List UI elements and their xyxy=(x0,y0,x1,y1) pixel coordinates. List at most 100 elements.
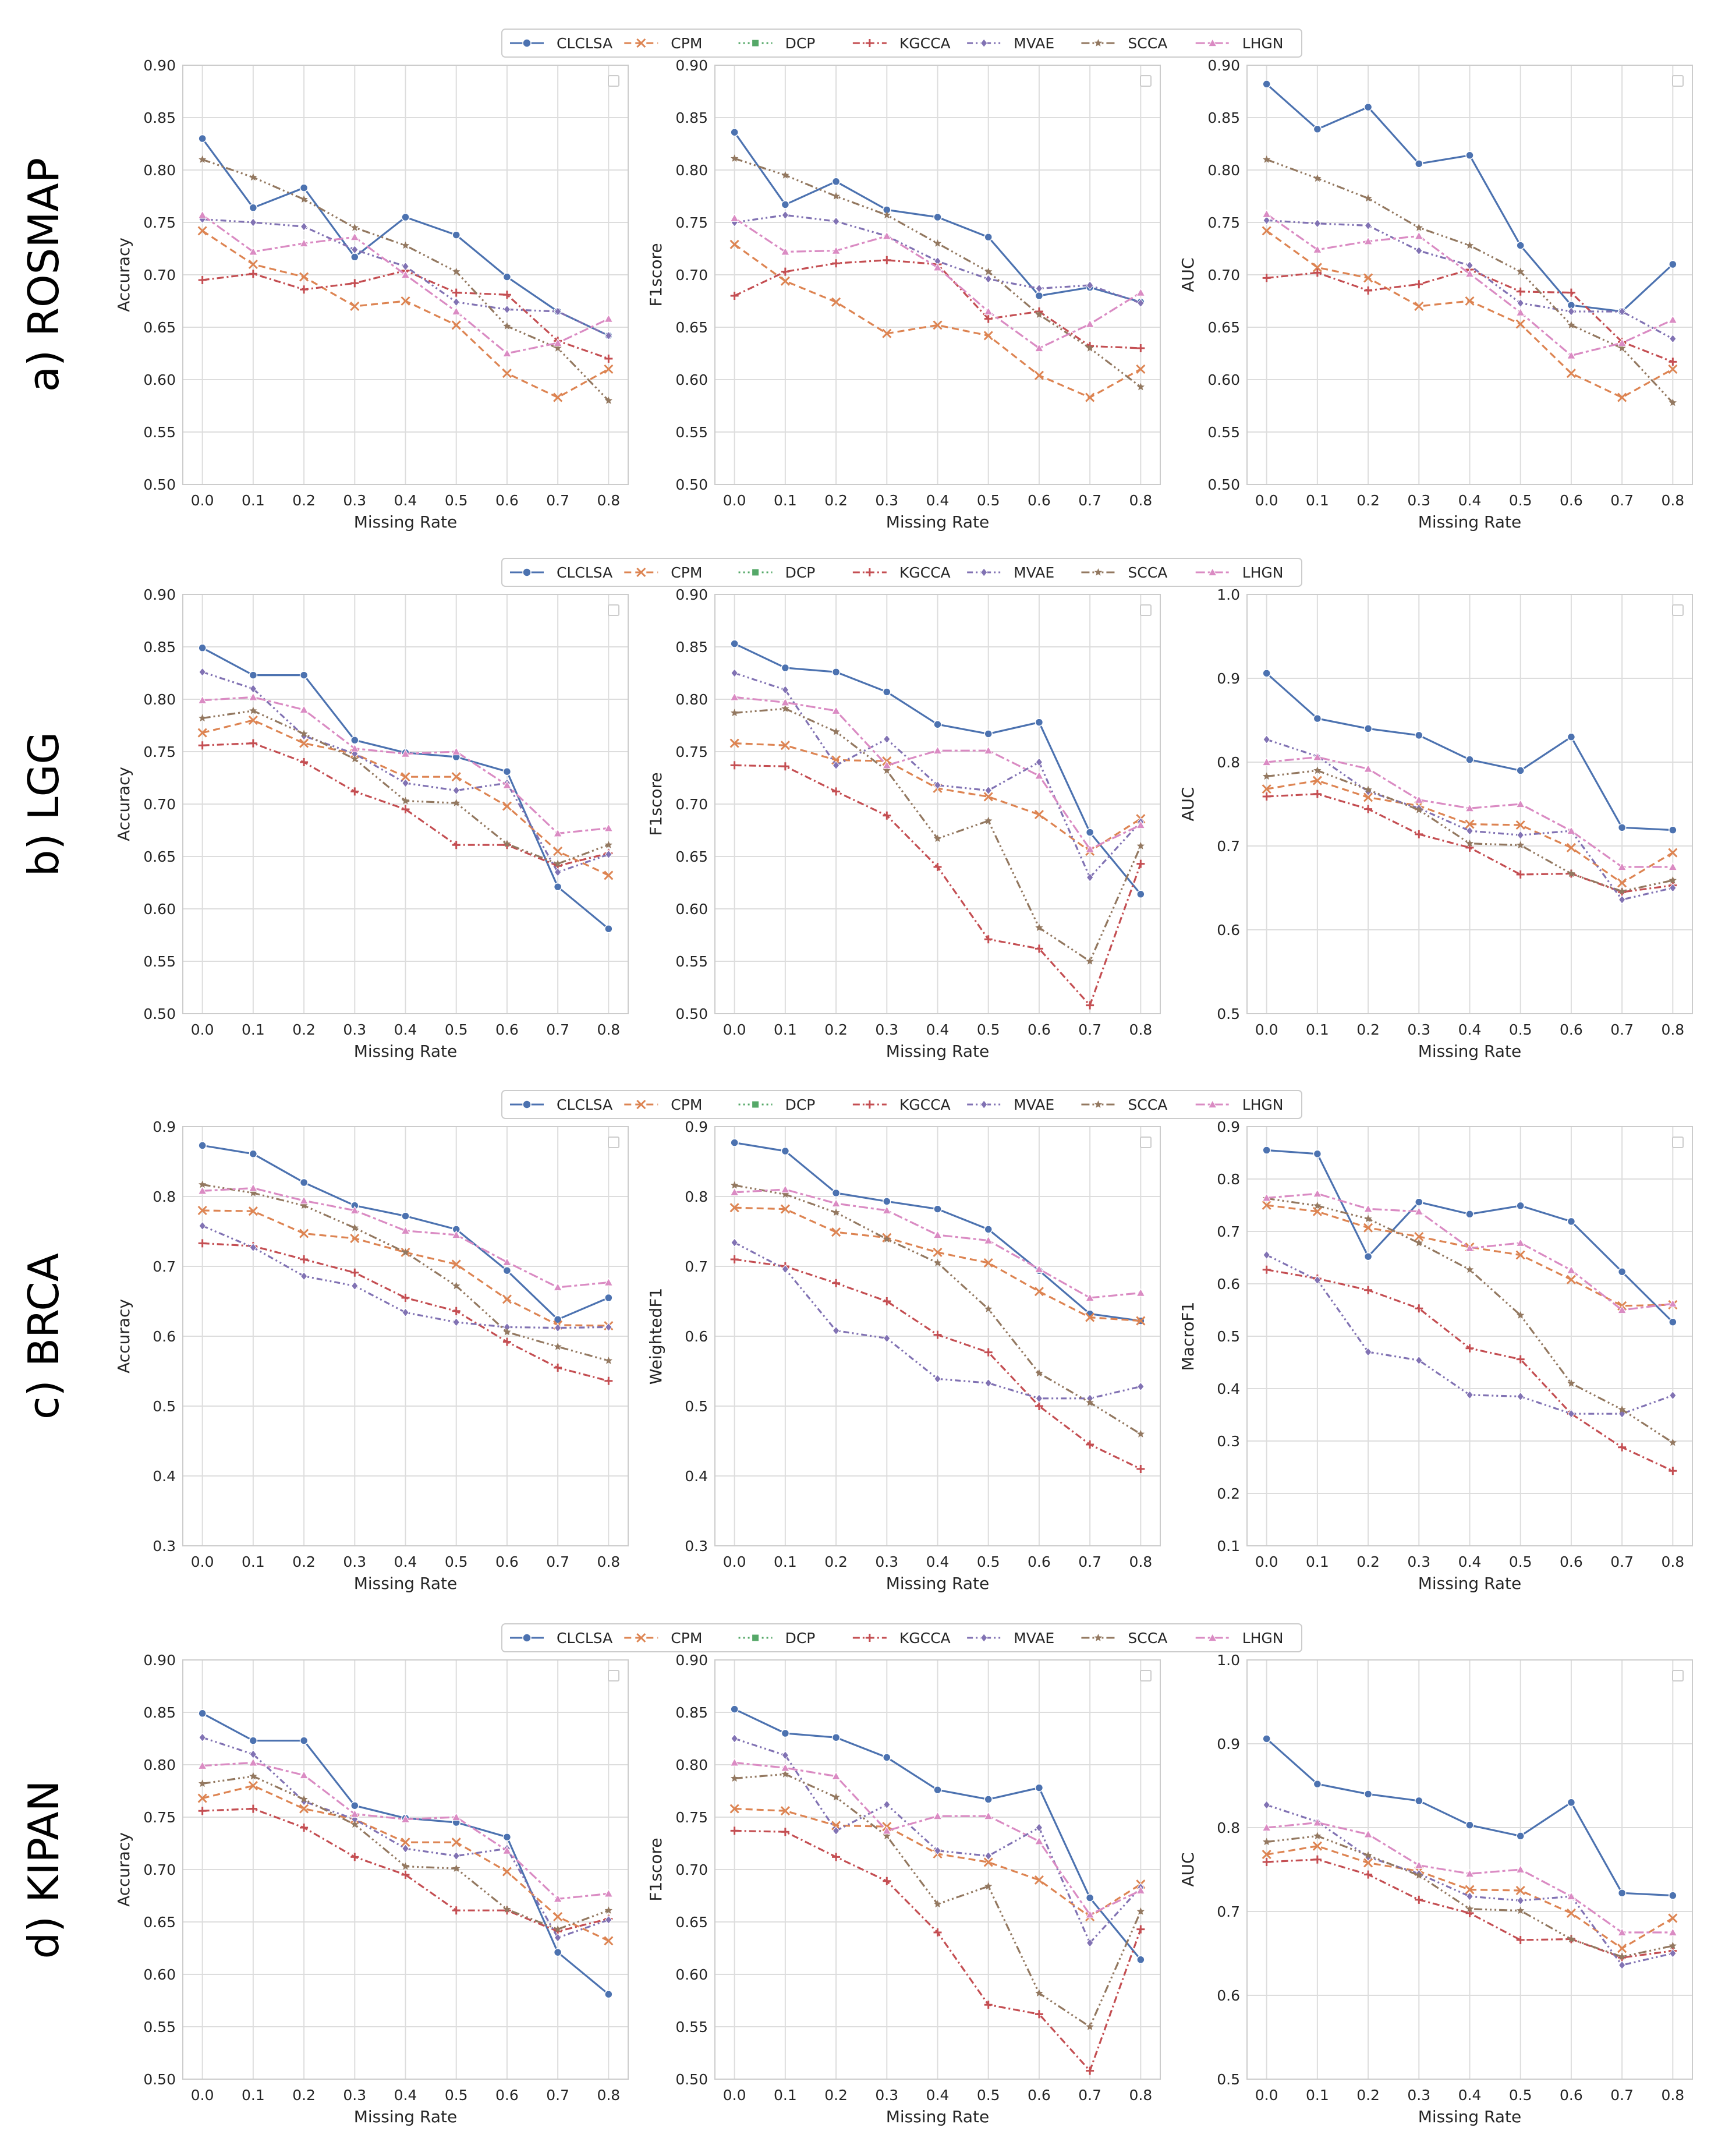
x-tick-label: 0.3 xyxy=(343,492,366,509)
point-clclsa xyxy=(984,730,993,738)
series-scca xyxy=(731,704,1145,965)
point-lhgn xyxy=(401,749,410,757)
point-cpm xyxy=(1363,273,1373,283)
series-scca xyxy=(731,1770,1145,2030)
point-clclsa xyxy=(1035,291,1044,300)
point-kgcca xyxy=(350,1268,359,1277)
point-lhgn xyxy=(249,1758,258,1766)
point-cpm xyxy=(1515,319,1525,329)
point-scca xyxy=(731,1774,739,1782)
y-tick-label: 0.75 xyxy=(1207,214,1240,231)
point-scca xyxy=(554,1343,562,1350)
point-cpm xyxy=(1566,842,1576,852)
point-scca xyxy=(1618,344,1626,352)
point-kgcca xyxy=(984,1348,993,1357)
point-mvae xyxy=(402,778,409,788)
point-lhgn xyxy=(1567,826,1576,835)
y-tick-label: 0.55 xyxy=(143,424,176,441)
legend-marker-dcp xyxy=(752,39,760,47)
point-scca xyxy=(984,816,993,824)
legend-marker-cpm xyxy=(636,1099,646,1110)
point-scca xyxy=(249,1772,257,1780)
legend-marker-scca xyxy=(1094,1100,1103,1108)
point-scca xyxy=(350,1224,359,1231)
point-scca xyxy=(300,730,308,738)
y-tick-label: 1.0 xyxy=(1217,586,1240,603)
point-clclsa xyxy=(1567,1798,1576,1807)
point-scca xyxy=(984,1305,993,1312)
x-tick-label: 0.1 xyxy=(774,492,797,509)
point-cpm xyxy=(729,1804,739,1814)
point-mvae xyxy=(1517,298,1524,308)
point-lhgn xyxy=(299,238,309,247)
point-kgcca xyxy=(198,1807,207,1815)
x-tick-label: 0.8 xyxy=(1661,492,1684,509)
point-scca xyxy=(1263,155,1271,163)
point-lhgn xyxy=(1313,1818,1322,1826)
point-mvae xyxy=(199,667,206,677)
point-lhgn xyxy=(1414,1860,1424,1869)
x-tick-label: 0.4 xyxy=(926,492,950,509)
point-mvae xyxy=(554,1933,562,1942)
point-clclsa xyxy=(831,1188,841,1198)
point-kgcca xyxy=(1136,1465,1145,1473)
legend-label-cpm: CPM xyxy=(671,1630,702,1647)
chart-brca-accuracy: 0.3 0.4 0.5 0.6 0.7 0.8 0.9 0.0 0.1 0.2 0.3 0.4 0.5 0… xyxy=(114,1118,629,1593)
point-kgcca xyxy=(1035,944,1043,953)
point-kgcca xyxy=(1086,1001,1094,1010)
point-kgcca xyxy=(1364,1870,1373,1879)
point-clclsa xyxy=(883,1753,891,1762)
point-scca xyxy=(984,267,993,275)
point-kgcca xyxy=(781,267,789,276)
point-mvae xyxy=(249,218,257,227)
y-axis-label: AUC xyxy=(1178,257,1198,292)
chart-kipan-f1score: 0.50 0.55 0.60 0.65 0.70 0.75 0.80 0.85 0.90 0.0 0… xyxy=(646,1652,1161,2126)
point-lhgn xyxy=(1035,1264,1044,1273)
point-cpm xyxy=(401,772,410,782)
point-mvae xyxy=(1086,873,1094,882)
x-tick-label: 0.3 xyxy=(875,2087,898,2104)
point-lhgn xyxy=(350,744,360,752)
point-lhgn xyxy=(1465,1869,1475,1878)
point-clclsa xyxy=(502,1266,512,1275)
point-lhgn xyxy=(299,1770,309,1779)
point-lhgn xyxy=(553,1894,562,1903)
point-kgcca xyxy=(300,1255,309,1263)
y-tick-label: 0.50 xyxy=(675,2071,708,2088)
point-scca xyxy=(1136,1430,1145,1438)
x-tick-label: 0.0 xyxy=(191,1553,214,1570)
point-kgcca xyxy=(1136,1925,1145,1934)
point-lhgn xyxy=(729,1187,739,1196)
y-tick-label: 0.60 xyxy=(675,901,708,918)
point-mvae xyxy=(1517,1392,1524,1401)
point-scca xyxy=(503,1327,511,1336)
point-mvae xyxy=(1669,334,1677,344)
legend-item-scca: SCCA xyxy=(1081,1096,1167,1113)
x-tick-label: 0.6 xyxy=(495,1021,519,1038)
legend-label-kgcca: KGCCA xyxy=(899,1096,951,1113)
point-scca xyxy=(554,1925,562,1933)
x-tick-label: 0.4 xyxy=(1458,1553,1482,1570)
point-lhgn xyxy=(197,210,207,219)
point-mvae xyxy=(1415,1355,1423,1365)
y-tick-label: 0.8 xyxy=(685,1188,708,1205)
point-kgcca xyxy=(1415,830,1423,838)
point-kgcca xyxy=(730,1255,739,1263)
point-lhgn xyxy=(781,1763,790,1772)
point-kgcca xyxy=(1516,287,1525,296)
point-lhgn xyxy=(401,1814,410,1823)
x-tick-label: 0.5 xyxy=(1509,492,1532,509)
x-tick-label: 0.4 xyxy=(394,1021,417,1038)
point-scca xyxy=(1364,1851,1372,1859)
y-tick-label: 0.50 xyxy=(675,476,708,493)
point-clclsa xyxy=(1262,1146,1271,1155)
point-clclsa xyxy=(1415,159,1423,168)
point-cpm xyxy=(1034,809,1044,820)
point-scca xyxy=(1035,310,1043,318)
legend-marker-scca xyxy=(1094,1634,1103,1641)
point-lhgn xyxy=(1414,795,1424,803)
chart-brca-macrof1: 0.1 0.2 0.3 0.4 0.5 0.6 0.7 0.8 0.9 0.0 0.1 0.2 0.3 0… xyxy=(1178,1118,1693,1593)
x-tick-label: 0.2 xyxy=(1356,2087,1380,2104)
point-scca xyxy=(604,1906,612,1914)
point-scca xyxy=(503,322,511,330)
